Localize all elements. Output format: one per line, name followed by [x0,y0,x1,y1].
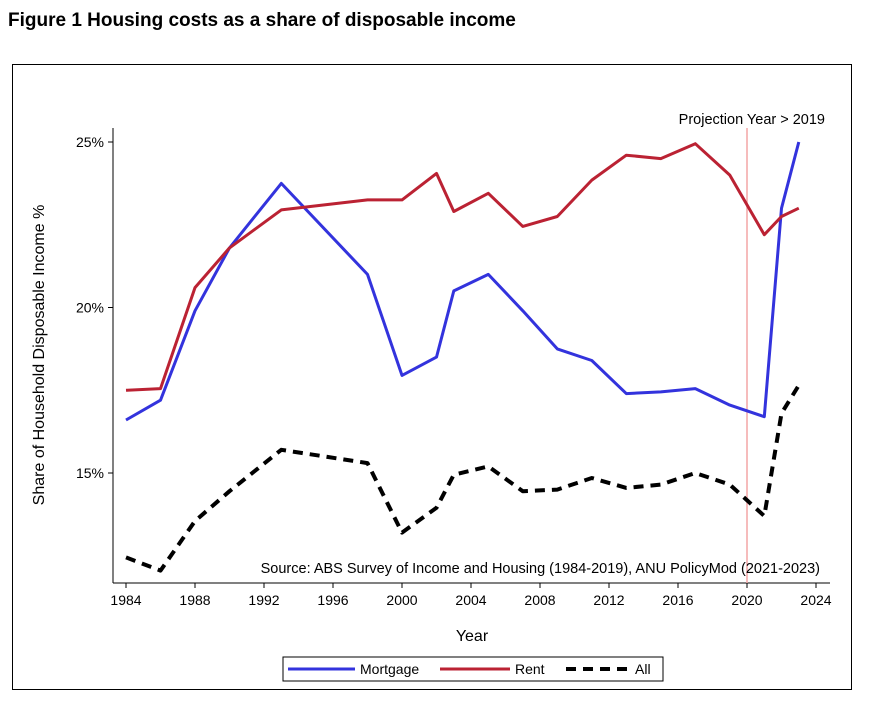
legend-label-all: All [635,661,651,677]
y-tick-label: 15% [76,465,104,481]
series-line-all [125,384,801,573]
series-layer [125,141,801,573]
y-tick-label: 20% [76,300,104,316]
legend-label-rent: Rent [515,661,545,677]
series-line-rent [125,142,800,392]
chart-frame [12,64,852,690]
x-tick-label: 2012 [593,592,624,608]
x-tick-label: 1988 [179,592,210,608]
series-line-mortgage [125,141,801,422]
projection-label: Projection Year > 2019 [679,112,825,128]
legend-label-mortgage: Mortgage [360,661,419,677]
x-tick-label: 2020 [731,592,762,608]
x-tick-label: 2024 [800,592,831,608]
y-axis-title: Share of Household Disposable Income % [31,205,48,506]
source-note: Source: ABS Survey of Income and Housing… [261,561,820,577]
x-tick-label: 1996 [317,592,348,608]
x-tick-label: 2000 [386,592,417,608]
x-tick-label: 1992 [248,592,279,608]
x-tick-label: 1984 [110,592,141,608]
x-axis-title: Year [456,628,489,645]
x-tick-label: 2008 [524,592,555,608]
axes: 15% 20% 25% 1984 1988 1992 1996 2000 2004 2008 201… [76,128,832,608]
legend: Mortgage Rent All [282,656,664,682]
figure-title: Figure 1 Housing costs as a share of dis… [8,10,516,31]
y-tick-label: 25% [76,134,104,150]
x-tick-label: 2004 [455,592,486,608]
x-tick-label: 2016 [662,592,693,608]
